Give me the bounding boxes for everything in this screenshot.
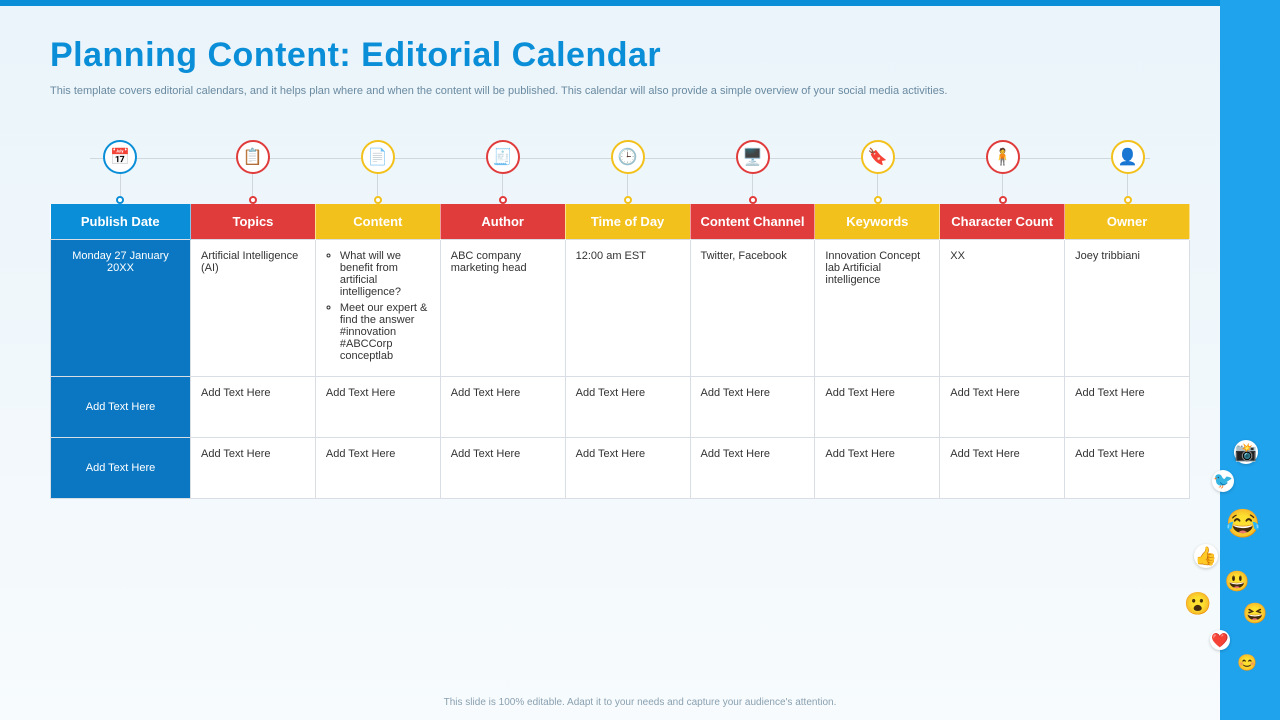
page-subtitle: This template covers editorial calendars…	[50, 83, 1100, 100]
table-column-header: Content	[315, 204, 440, 240]
icon-connector-dot	[999, 196, 1007, 204]
icon-connector-stem	[120, 174, 121, 196]
icon-connector-stem	[627, 174, 628, 196]
column-icon: 🧾	[486, 140, 520, 174]
table-row: Monday 27 January 20XXArtificial Intelli…	[51, 239, 1190, 376]
icon-connector-dot	[624, 196, 632, 204]
emoji-icon: 👍	[1194, 544, 1218, 568]
column-icon-cell: 👤	[1065, 140, 1190, 204]
table-row: Add Text HereAdd Text HereAdd Text HereA…	[51, 376, 1190, 437]
cell-time: 12:00 am EST	[565, 239, 690, 376]
cell-content: Add Text Here	[315, 376, 440, 437]
column-icon: 🖥️	[736, 140, 770, 174]
icon-connector-dot	[499, 196, 507, 204]
editorial-calendar-table: Publish DateTopicsContentAuthorTime of D…	[50, 204, 1190, 499]
column-icon: 📅	[103, 140, 137, 174]
column-icon: 🧍	[986, 140, 1020, 174]
cell-publish-date: Monday 27 January 20XX	[51, 239, 191, 376]
footer-note: This slide is 100% editable. Adapt it to…	[0, 697, 1280, 708]
column-icon: 📄	[361, 140, 395, 174]
cell-keywords: Add Text Here	[815, 437, 940, 498]
table-row: Add Text HereAdd Text HereAdd Text HereA…	[51, 437, 1190, 498]
icon-connector-stem	[377, 174, 378, 196]
cell-owner: Add Text Here	[1065, 376, 1190, 437]
cell-topics: Add Text Here	[191, 437, 316, 498]
column-icon-cell: 📋	[190, 140, 315, 204]
cell-author: ABC company marketing head	[440, 239, 565, 376]
icon-connector-stem	[252, 174, 253, 196]
column-icon-cell: 🧍	[940, 140, 1065, 204]
icon-connector-dot	[374, 196, 382, 204]
table-column-header: Author	[440, 204, 565, 240]
cell-owner: Add Text Here	[1065, 437, 1190, 498]
cell-publish-date: Add Text Here	[51, 437, 191, 498]
cell-channel: Add Text Here	[690, 437, 815, 498]
column-icon-cell: 🖥️	[690, 140, 815, 204]
icon-connector-dot	[249, 196, 257, 204]
cell-owner: Joey tribbiani	[1065, 239, 1190, 376]
cell-content: What will we benefit from artificial int…	[315, 239, 440, 376]
content-bullet: What will we benefit from artificial int…	[340, 250, 430, 298]
cell-publish-date: Add Text Here	[51, 376, 191, 437]
page-title: Planning Content: Editorial Calendar	[50, 36, 1190, 75]
column-icon-cell: 🧾	[440, 140, 565, 204]
icon-connector-stem	[502, 174, 503, 196]
cell-topics: Artificial Intelligence (AI)	[191, 239, 316, 376]
table-header-row: Publish DateTopicsContentAuthorTime of D…	[51, 204, 1190, 240]
column-icon-cell: 📅	[50, 140, 190, 204]
cell-channel: Add Text Here	[690, 376, 815, 437]
cell-author: Add Text Here	[440, 437, 565, 498]
column-icon-cell: 🕒	[565, 140, 690, 204]
icon-connector-stem	[1002, 174, 1003, 196]
column-icon: 🔖	[861, 140, 895, 174]
icon-connector-stem	[877, 174, 878, 196]
table-column-header: Keywords	[815, 204, 940, 240]
column-icon: 👤	[1111, 140, 1145, 174]
table-column-header: Character Count	[940, 204, 1065, 240]
emoji-icon: 😮	[1184, 590, 1212, 618]
content-bullet: Meet our expert & find the answer #innov…	[340, 302, 430, 362]
icon-connector-dot	[749, 196, 757, 204]
table-column-header: Time of Day	[565, 204, 690, 240]
cell-time: Add Text Here	[565, 437, 690, 498]
table-column-header: Content Channel	[690, 204, 815, 240]
column-icon-row: 📅 📋 📄 🧾 🕒 🖥️ 🔖 🧍 👤	[50, 140, 1190, 204]
cell-content: Add Text Here	[315, 437, 440, 498]
column-icon-cell: 📄	[315, 140, 440, 204]
column-icon: 📋	[236, 140, 270, 174]
cell-char-count: XX	[940, 239, 1065, 376]
table-column-header: Publish Date	[51, 204, 191, 240]
table-column-header: Topics	[191, 204, 316, 240]
icon-connector-dot	[116, 196, 124, 204]
table-column-header: Owner	[1065, 204, 1190, 240]
column-icon: 🕒	[611, 140, 645, 174]
cell-keywords: Innovation Concept lab Artificial intell…	[815, 239, 940, 376]
cell-topics: Add Text Here	[191, 376, 316, 437]
icon-connector-dot	[1124, 196, 1132, 204]
cell-char-count: Add Text Here	[940, 437, 1065, 498]
icon-connector-stem	[1127, 174, 1128, 196]
cell-keywords: Add Text Here	[815, 376, 940, 437]
cell-char-count: Add Text Here	[940, 376, 1065, 437]
cell-author: Add Text Here	[440, 376, 565, 437]
cell-time: Add Text Here	[565, 376, 690, 437]
icon-connector-dot	[874, 196, 882, 204]
icon-connector-stem	[752, 174, 753, 196]
column-icon-cell: 🔖	[815, 140, 940, 204]
cell-channel: Twitter, Facebook	[690, 239, 815, 376]
